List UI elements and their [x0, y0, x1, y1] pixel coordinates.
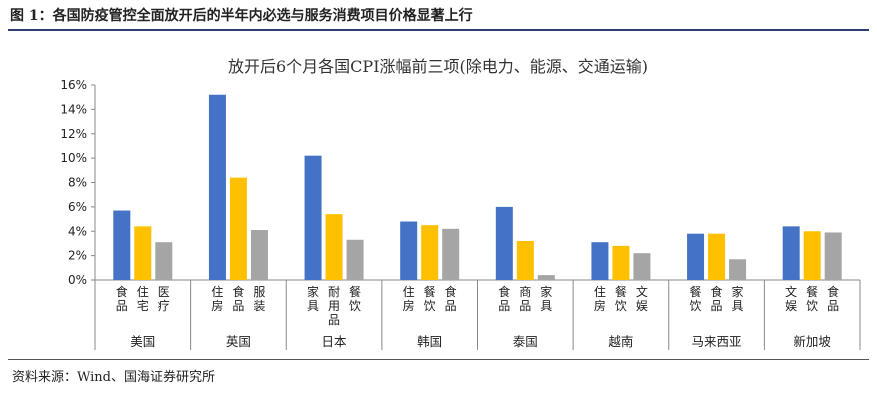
bar [113, 210, 131, 280]
category-label: 家具 [307, 284, 319, 313]
bar [400, 221, 418, 280]
bar [208, 94, 226, 280]
category-label: 食品 [711, 284, 723, 313]
bar [782, 226, 800, 280]
category-label: 家具 [732, 284, 744, 313]
category-label: 住房 [403, 285, 415, 313]
bar [325, 214, 343, 280]
bar [633, 253, 651, 280]
bar [346, 239, 364, 280]
country-label: 新加坡 [793, 334, 831, 349]
bar [442, 228, 460, 280]
category-label: 文娱 [785, 284, 797, 313]
bar [134, 226, 152, 280]
y-tick-label: 2% [68, 249, 87, 263]
category-label: 食品 [232, 284, 244, 313]
chart-category-labels: 食品住宅医疗美国住房食品服装英国家具耐用品餐饮日本住房餐饮食品韩国食品商品家具泰… [116, 284, 839, 349]
chart-title: 放开后6个月各国CPI涨幅前三项(除电力、能源、交通运输) [228, 57, 648, 76]
bar [708, 233, 726, 280]
bar [250, 230, 268, 280]
category-label: 餐饮 [349, 284, 361, 313]
country-label: 泰国 [513, 334, 538, 349]
category-label: 住宅 [137, 285, 149, 313]
category-label: 食品 [827, 284, 839, 313]
country-label: 日本 [322, 334, 348, 349]
y-tick-label: 4% [68, 224, 87, 238]
y-tick-label: 8% [68, 176, 87, 190]
country-label: 美国 [130, 334, 155, 349]
y-tick-label: 16% [60, 78, 87, 92]
bar [155, 242, 173, 280]
country-label: 马来西亚 [692, 334, 742, 349]
category-label: 家具 [540, 284, 552, 313]
category-label: 住房 [594, 285, 606, 313]
source-note: 资料来源：Wind、国海证券研究所 [12, 370, 215, 385]
bar [516, 241, 534, 280]
y-tick-label: 10% [60, 151, 87, 165]
bar [591, 242, 609, 280]
figure-header: 图 1：各国防疫管控全面放开后的半年内必选与服务消费项目价格显著上行 [10, 8, 473, 24]
bar [803, 231, 821, 280]
country-label: 越南 [608, 334, 633, 349]
chart-bars [113, 94, 842, 280]
category-label: 医疗 [158, 285, 170, 313]
category-label: 食品 [116, 284, 128, 313]
category-label: 餐饮 [690, 284, 702, 313]
bar [612, 245, 630, 280]
y-tick-label: 14% [60, 102, 87, 116]
header-rule [8, 29, 869, 31]
bar [537, 275, 555, 280]
bar [229, 177, 247, 280]
category-label: 住房 [211, 285, 223, 313]
category-label: 服装 [253, 285, 265, 313]
y-tick-label: 6% [68, 200, 87, 214]
y-tick-label: 0% [68, 273, 87, 287]
bar [824, 232, 842, 280]
bar [729, 259, 747, 280]
category-label: 文娱 [636, 284, 648, 313]
category-label: 餐饮 [424, 284, 436, 313]
category-label: 餐饮 [806, 284, 818, 313]
bar [495, 206, 513, 280]
category-label: 食品 [445, 284, 457, 313]
category-label: 食品 [498, 284, 510, 313]
category-label: 耐用品 [328, 285, 340, 327]
bar [687, 233, 705, 280]
country-label: 韩国 [417, 334, 442, 349]
category-label: 商品 [519, 284, 531, 313]
category-label: 餐饮 [615, 284, 627, 313]
bar [304, 155, 322, 280]
y-tick-label: 12% [60, 127, 87, 141]
bar [421, 225, 439, 280]
cpi-bar-chart: 放开后6个月各国CPI涨幅前三项(除电力、能源、交通运输) 0% 2% 4% 6% 8%… [60, 57, 861, 350]
country-label: 英国 [226, 334, 251, 349]
footer-rule [8, 359, 869, 360]
